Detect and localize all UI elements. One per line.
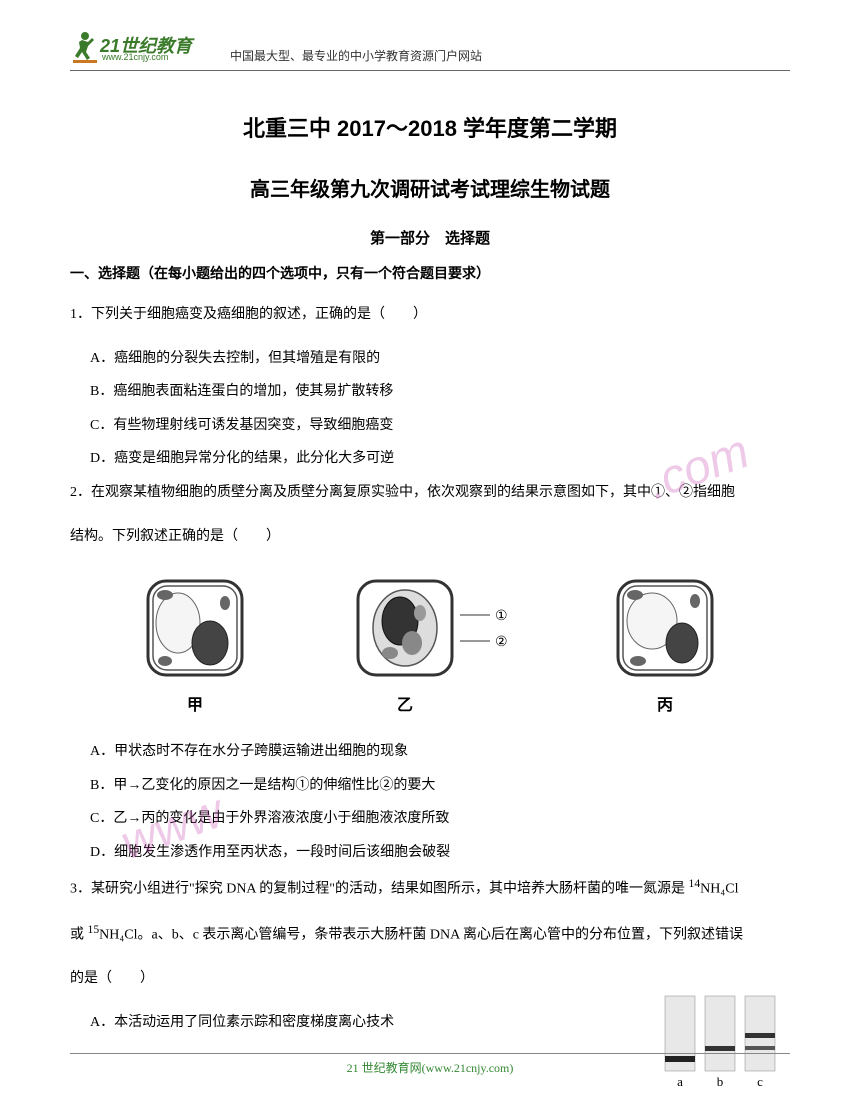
q1-number: 1． — [70, 307, 91, 322]
q3-nh4cl-1: NH₄Cl — [700, 881, 738, 896]
cell-diagram: 甲 ① ② 乙 — [70, 573, 790, 715]
q2-option-d: D．细胞发生渗透作用至丙状态，一段时间后该细胞会破裂 — [70, 836, 790, 870]
svg-text:c: c — [757, 1074, 763, 1089]
q1-option-a: A．癌细胞的分裂失去控制，但其增殖是有限的 — [70, 342, 790, 376]
sub-title: 高三年级第九次调研试考试理综生物试题 — [70, 173, 790, 202]
cell-label-yi: 乙 — [397, 691, 413, 715]
cell-label-jia: 甲 — [187, 691, 203, 715]
page-header: 21世纪教育 www.21cnjy.com 中国最大型、最专业的中小学教育资源门… — [70, 30, 790, 71]
svg-text:b: b — [717, 1074, 724, 1089]
svg-text:a: a — [677, 1074, 683, 1089]
q2-number: 2． — [70, 485, 91, 500]
q1-option-c: C．有些物理射线可诱发基因突变，导致细胞癌变 — [70, 409, 790, 443]
cell-bing-svg — [610, 573, 720, 683]
annotation-1: ① — [495, 609, 508, 624]
q2-option-b: B．甲→乙变化的原因之一是结构①的伸缩性比②的要大 — [70, 769, 790, 803]
cell-yi-svg — [350, 573, 460, 683]
q3-stem-2: 或 15NH₄Cl。a、b、c 表示离心管编号，条带表示大肠杆菌 DNA 离心后… — [70, 916, 790, 952]
q3-nh4cl-2: NH₄Cl。a、b、c 表示离心管编号，条带表示大肠杆菌 DNA 离心后在离心管… — [99, 927, 743, 942]
question-3: 3．某研究小组进行"探究 DNA 的复制过程"的活动，结果如图所示，其中培养大肠… — [70, 870, 790, 906]
q2-stem-1: 在观察某植物细胞的质壁分离及质壁分离复原实验中，依次观察到的结果示意图如下，其中… — [91, 485, 735, 500]
q2-option-c: C．乙→丙的变化是由于外界溶液浓度小于细胞液浓度所致 — [70, 802, 790, 836]
instruction-text: 一、选择题（在每小题给出的四个选项中，只有一个符合题目要求） — [70, 263, 790, 283]
cell-jia-svg — [140, 573, 250, 683]
runner-icon — [70, 30, 100, 65]
cell-yi: ① ② 乙 — [350, 573, 510, 715]
main-title: 北重三中 2017～2018 学年度第二学期 — [70, 111, 790, 143]
cell-jia: 甲 — [140, 573, 250, 715]
q3-sup-15: 15 — [88, 923, 100, 936]
q3-number: 3． — [70, 881, 91, 896]
logo-url: www.21cnjy.com — [102, 52, 168, 62]
centrifuge-tubes: a b c — [655, 991, 785, 1096]
footer-url: (www.21cnjy.com) — [422, 1061, 514, 1075]
cell-bing: 丙 — [610, 573, 720, 715]
question-2: 2．在观察某植物细胞的质壁分离及质壁分离复原实验中，依次观察到的结果示意图如下，… — [70, 476, 790, 510]
question-1: 1．下列关于细胞癌变及癌细胞的叙述，正确的是（ ） — [70, 298, 790, 332]
q2-option-a: A．甲状态时不存在水分子跨膜运输进出细胞的现象 — [70, 735, 790, 769]
q2-stem-2: 结构。下列叙述正确的是（ ） — [70, 520, 790, 554]
page-footer: 21 世纪教育网(www.21cnjy.com) — [70, 1053, 790, 1076]
q3-sup-14: 14 — [689, 877, 701, 890]
annotation-lines: ① ② — [460, 573, 510, 683]
q1-stem: 下列关于细胞癌变及癌细胞的叙述，正确的是（ ） — [91, 307, 427, 322]
q3-stem-1: 某研究小组进行"探究 DNA 的复制过程"的活动，结果如图所示，其中培养大肠杆菌… — [91, 881, 689, 896]
q1-option-d: D．癌变是细胞异常分化的结果，此分化大多可逆 — [70, 442, 790, 476]
footer-text: 21 世纪教育网 — [347, 1061, 422, 1075]
annotation-2: ② — [495, 635, 508, 650]
header-tagline: 中国最大型、最专业的中小学教育资源门户网站 — [230, 47, 482, 64]
section-header: 第一部分 选择题 — [70, 227, 790, 248]
q1-option-b: B．癌细胞表面粘连蛋白的增加，使其易扩散转移 — [70, 375, 790, 409]
cell-label-bing: 丙 — [657, 691, 673, 715]
site-logo: 21世纪教育 www.21cnjy.com — [70, 30, 220, 65]
